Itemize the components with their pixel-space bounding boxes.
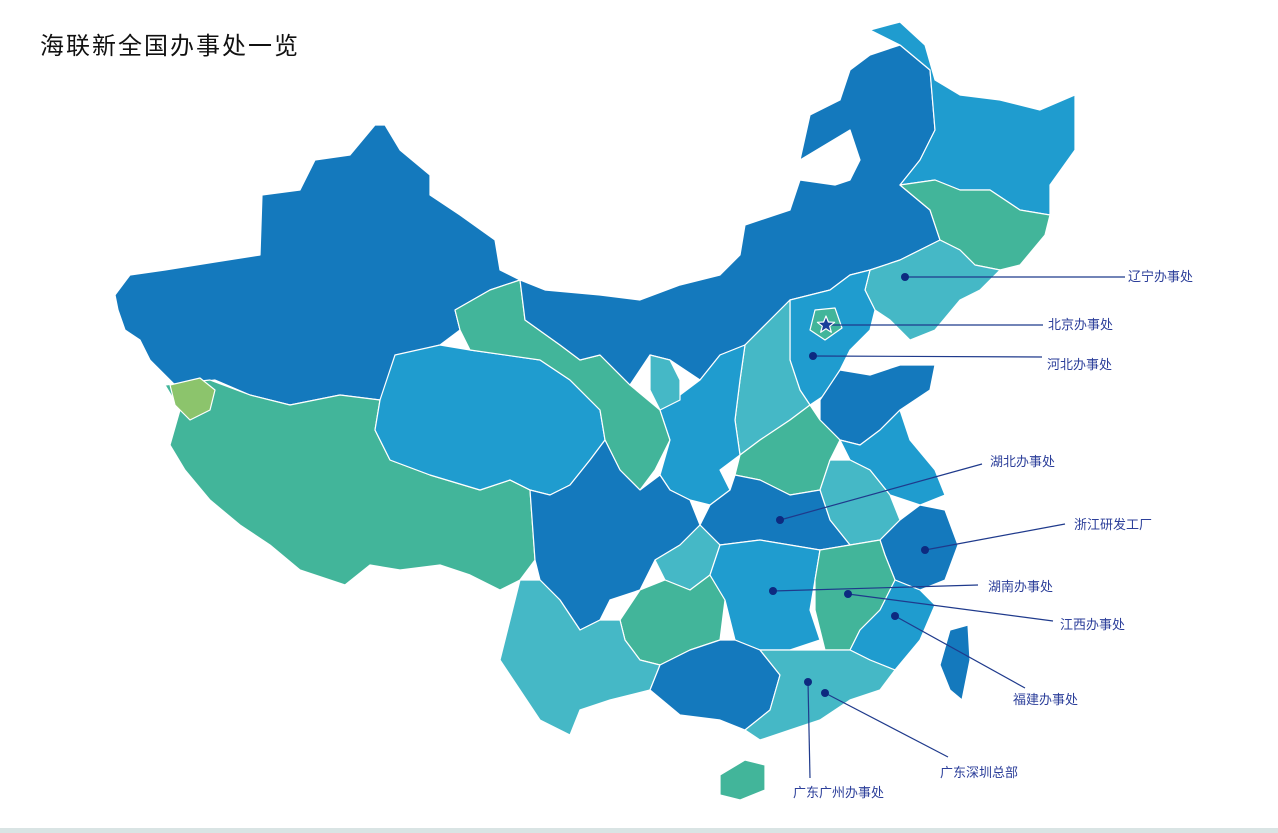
office-label: 广东深圳总部 <box>940 766 1018 781</box>
office-shenzhen[interactable]: 广东深圳总部 <box>821 689 1018 781</box>
office-label: 湖北办事处 <box>990 455 1055 470</box>
office-markers: 辽宁办事处 北京办事处 河北办事处 湖北办事处 浙江研发工厂 湖南办事处 <box>769 269 1193 801</box>
leader-line <box>894 615 1026 689</box>
office-label: 浙江研发工厂 <box>1074 517 1152 533</box>
office-zhejiang[interactable]: 浙江研发工厂 <box>921 517 1152 554</box>
page-title: 海联新全国办事处一览 <box>40 32 300 60</box>
leader-line <box>824 692 949 758</box>
location-dot-icon <box>901 273 909 281</box>
leader-line <box>924 523 1066 551</box>
office-fujian[interactable]: 福建办事处 <box>891 612 1078 708</box>
leader-line <box>847 593 1054 622</box>
office-label: 广东广州办事处 <box>793 786 884 801</box>
region-tibet[interactable] <box>164 379 536 591</box>
leader-line <box>772 584 979 592</box>
region-aksai[interactable] <box>169 377 216 421</box>
regions <box>114 21 1076 801</box>
office-beijing[interactable]: 北京办事处 <box>816 315 1113 333</box>
office-hubei[interactable]: 湖北办事处 <box>776 455 1055 524</box>
region-ningxia[interactable] <box>649 354 681 411</box>
office-label: 河北办事处 <box>1047 358 1112 373</box>
region-inner-mongolia[interactable] <box>519 44 941 386</box>
office-label: 江西办事处 <box>1060 618 1125 633</box>
location-dot-icon <box>844 590 852 598</box>
star-icon <box>816 315 836 333</box>
bottom-divider <box>0 828 1278 833</box>
office-label: 辽宁办事处 <box>1128 269 1193 285</box>
leader-line <box>779 463 983 521</box>
leader-line <box>812 355 1043 358</box>
region-guangdong[interactable] <box>744 649 896 741</box>
location-dot-icon <box>804 678 812 686</box>
location-dot-icon <box>769 587 777 595</box>
office-label: 北京办事处 <box>1048 318 1113 333</box>
office-guangzhou[interactable]: 广东广州办事处 <box>793 678 884 801</box>
region-hunan[interactable] <box>709 539 821 651</box>
region-hainan[interactable] <box>719 759 766 801</box>
location-dot-icon <box>891 612 899 620</box>
location-dot-icon <box>821 689 829 697</box>
location-dot-icon <box>921 546 929 554</box>
office-label: 福建办事处 <box>1013 693 1078 708</box>
office-liaoning[interactable]: 辽宁办事处 <box>901 269 1193 285</box>
office-label: 湖南办事处 <box>988 579 1053 595</box>
location-dot-icon <box>809 352 817 360</box>
region-taiwan[interactable] <box>939 624 971 701</box>
office-jiangxi[interactable]: 江西办事处 <box>844 590 1125 633</box>
office-hunan[interactable]: 湖南办事处 <box>769 579 1053 595</box>
office-hebei[interactable]: 河北办事处 <box>809 352 1112 373</box>
leader-line <box>807 681 811 779</box>
location-dot-icon <box>776 516 784 524</box>
